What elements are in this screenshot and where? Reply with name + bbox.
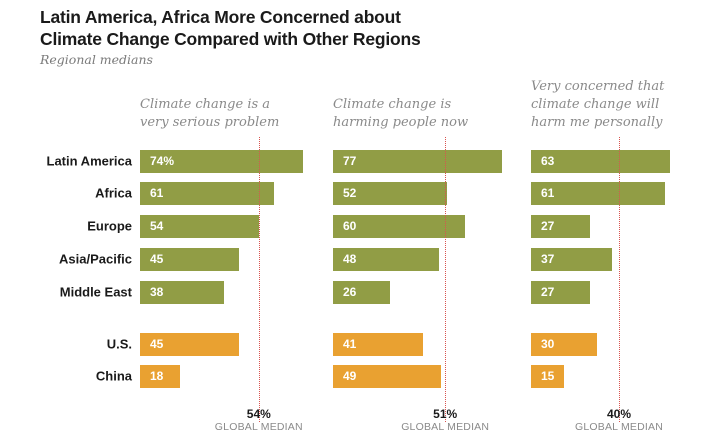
global-median-value: 40% — [606, 407, 632, 421]
bar: 38 — [140, 280, 224, 304]
global-median-line — [445, 137, 447, 422]
bar-value-label: 41 — [343, 337, 357, 351]
bar-value-label: 54 — [150, 219, 164, 233]
global-median-caption: GLOBAL MEDIAN — [575, 421, 663, 433]
global-median-caption: GLOBAL MEDIAN — [214, 421, 303, 433]
bar-value-label: 48 — [343, 252, 357, 266]
bar-value-label: 63 — [541, 154, 555, 168]
bar-value-label: 61 — [150, 186, 164, 200]
panel-header: Very concerned that climate change will ha… — [531, 78, 664, 132]
bar-value-label: 30 — [541, 337, 555, 351]
bar-value-label: 52 — [343, 186, 357, 200]
panel-header-line: very serious problem — [140, 115, 280, 130]
bar: 15 — [531, 364, 564, 388]
panel-header: Climate change is harming people now — [333, 96, 468, 132]
bar-value-label: 61 — [541, 186, 555, 200]
chart-title: Latin America, Africa More Concerned abo… — [40, 7, 421, 49]
bar: 45 — [140, 332, 239, 356]
bar-value-label: 38 — [150, 285, 164, 299]
global-median-value: 51% — [433, 407, 458, 421]
row-label: China — [95, 368, 132, 384]
panel-header-line: Very concerned that — [531, 79, 665, 94]
bar: 49 — [333, 364, 441, 388]
bar: 77 — [333, 149, 503, 173]
bar-value-label: 18 — [150, 369, 164, 383]
panel-header-line: harm me personally — [531, 115, 663, 130]
bar-value-label: 15 — [541, 369, 555, 383]
row-label: Middle East — [59, 284, 132, 300]
bar: 54 — [140, 214, 259, 238]
bar-value-label: 60 — [343, 219, 357, 233]
bar-value-label: 74% — [150, 154, 175, 168]
bar: 63 — [531, 149, 670, 173]
bar-value-label: 27 — [541, 285, 555, 299]
panel-header-line: climate change will — [531, 97, 660, 112]
bar: 18 — [140, 364, 180, 388]
bar: 45 — [140, 247, 239, 271]
row-label: Africa — [95, 185, 132, 201]
global-median-value: 54% — [246, 407, 271, 421]
panel-header-line: Climate change is — [333, 97, 452, 112]
global-median-line — [258, 137, 260, 422]
bar: 27 — [531, 280, 591, 304]
bar: 41 — [333, 332, 424, 356]
panel-header-line: harming people now — [333, 115, 469, 130]
bar-value-label: 45 — [150, 252, 164, 266]
panel-header: Climate change is a very serious problem — [140, 96, 279, 132]
row-label: U.S. — [106, 336, 132, 352]
row-label: Latin America — [46, 153, 133, 169]
bar-value-label: 45 — [150, 337, 164, 351]
bar-value-label: 26 — [343, 285, 357, 299]
panel-header-line: Climate change is a — [140, 97, 271, 112]
bar: 74% — [140, 149, 303, 173]
bar: 52 — [333, 181, 448, 205]
global-median-line — [619, 137, 620, 422]
bar: 48 — [333, 247, 439, 271]
bar: 61 — [140, 181, 275, 205]
bar: 37 — [531, 247, 613, 271]
bar: 61 — [531, 181, 666, 205]
bar: 60 — [333, 214, 465, 238]
bar-value-label: 49 — [343, 369, 357, 383]
bar-value-label: 27 — [541, 219, 555, 233]
chart-subtitle: Regional medians — [40, 52, 153, 67]
bar: 26 — [333, 280, 391, 304]
global-median-caption: GLOBAL MEDIAN — [401, 421, 490, 433]
row-label: Asia/Pacific — [59, 251, 132, 267]
bar-value-label: 77 — [343, 154, 357, 168]
bar: 30 — [531, 332, 597, 356]
bar: 27 — [531, 214, 591, 238]
bar-value-label: 37 — [541, 252, 555, 266]
row-label: Europe — [87, 218, 132, 234]
